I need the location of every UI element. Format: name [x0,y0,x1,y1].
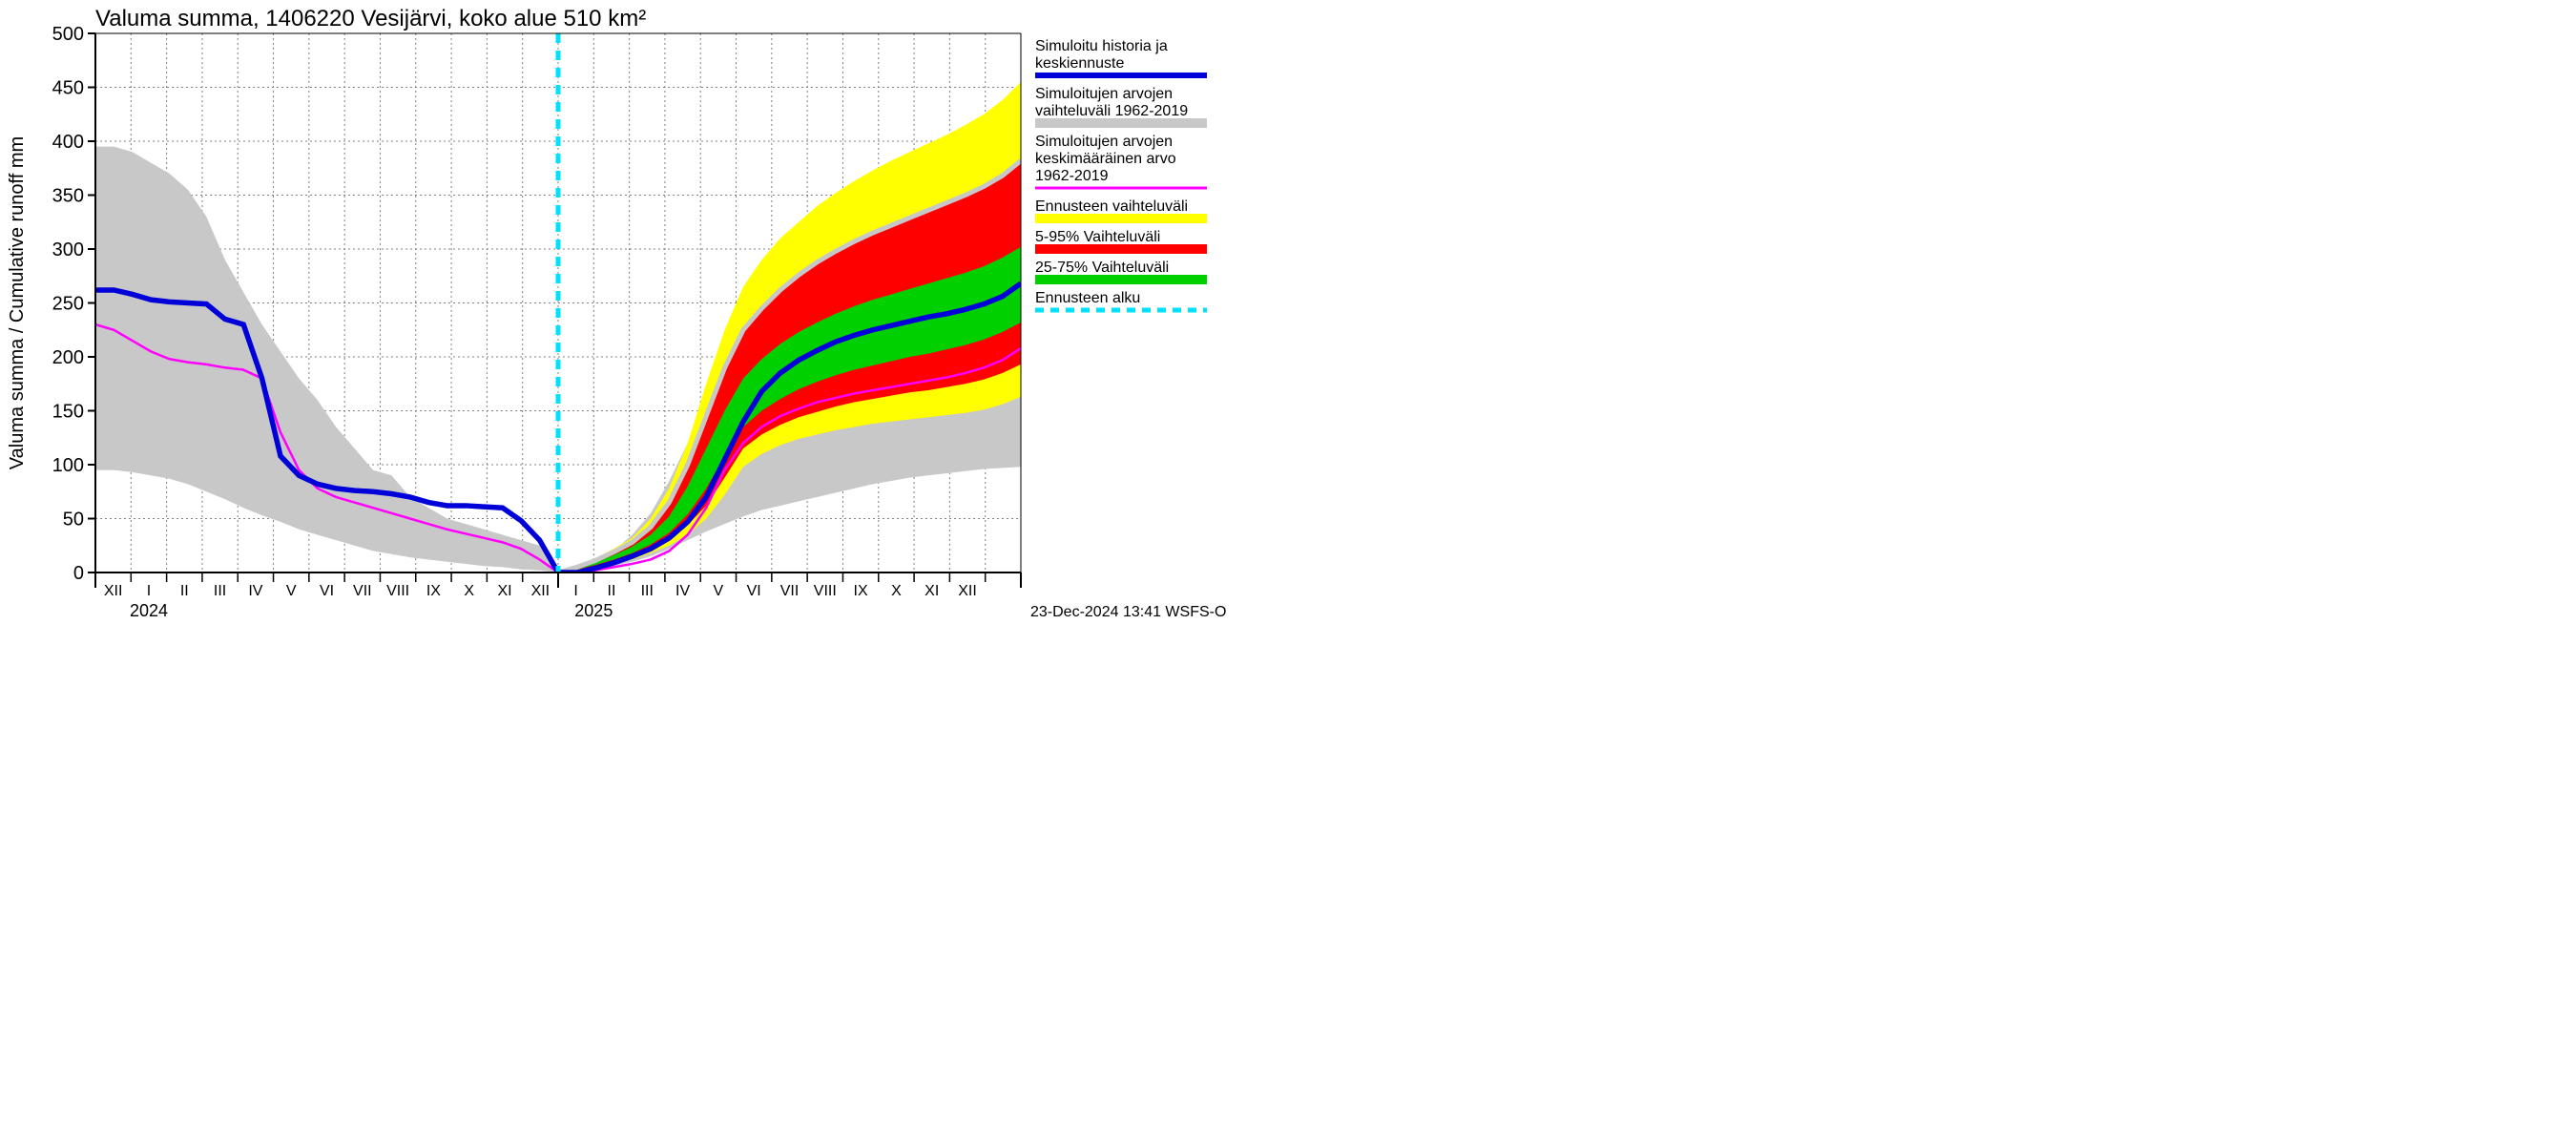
svg-text:1962-2019: 1962-2019 [1035,168,1109,184]
svg-text:V: V [714,583,724,599]
svg-text:II: II [180,583,189,599]
svg-text:Simuloitujen arvojen: Simuloitujen arvojen [1035,86,1173,102]
svg-text:400: 400 [52,132,84,153]
svg-text:XII: XII [958,583,977,599]
svg-text:I: I [573,583,577,599]
y-axis-label: Valuma summa / Cumulative runoff mm [7,136,28,469]
svg-text:500: 500 [52,24,84,45]
runoff-chart: 050100150200250300350400450500XIIIIIIIII… [0,0,1431,636]
svg-text:IX: IX [426,583,441,599]
svg-text:5-95% Vaihteluväli: 5-95% Vaihteluväli [1035,229,1160,245]
svg-text:III: III [641,583,654,599]
svg-text:VII: VII [780,583,800,599]
svg-text:VIII: VIII [386,583,409,599]
svg-text:50: 50 [63,510,84,531]
svg-text:Simuloitujen arvojen: Simuloitujen arvojen [1035,134,1173,150]
svg-text:Simuloitu historia ja: Simuloitu historia ja [1035,38,1168,54]
svg-text:IV: IV [675,583,690,599]
svg-text:X: X [891,583,902,599]
svg-text:vaihteluväli 1962-2019: vaihteluväli 1962-2019 [1035,103,1188,119]
svg-text:VII: VII [353,583,372,599]
svg-text:IV: IV [248,583,262,599]
svg-text:IX: IX [854,583,868,599]
svg-text:keskiennuste: keskiennuste [1035,55,1124,72]
chart-title: Valuma summa, 1406220 Vesijärvi, koko al… [95,6,646,31]
svg-text:II: II [608,583,616,599]
svg-text:X: X [464,583,474,599]
svg-text:I: I [147,583,151,599]
svg-text:XII: XII [531,583,551,599]
svg-text:VI: VI [747,583,761,599]
chart-footer: 23-Dec-2024 13:41 WSFS-O [1030,604,1226,620]
svg-text:350: 350 [52,186,84,207]
chart-container: 050100150200250300350400450500XIIIIIIIII… [0,0,1431,636]
svg-text:150: 150 [52,402,84,423]
svg-text:III: III [214,583,226,599]
svg-text:25-75% Vaihteluväli: 25-75% Vaihteluväli [1035,260,1169,276]
svg-text:VI: VI [320,583,334,599]
svg-text:V: V [286,583,297,599]
svg-text:VIII: VIII [814,583,837,599]
svg-text:keskimääräinen arvo: keskimääräinen arvo [1035,151,1176,167]
legend: Simuloitu historia jakeskiennuste Simuloi… [1035,38,1207,310]
svg-text:0: 0 [73,563,84,584]
svg-text:Ennusteen alku: Ennusteen alku [1035,290,1140,306]
svg-text:250: 250 [52,294,84,315]
svg-text:200: 200 [52,347,84,368]
svg-text:2025: 2025 [574,601,613,620]
svg-text:Ennusteen vaihteluväli: Ennusteen vaihteluväli [1035,198,1188,215]
svg-text:XII: XII [104,583,123,599]
svg-text:450: 450 [52,78,84,99]
svg-text:2024: 2024 [130,601,168,620]
svg-text:XI: XI [924,583,939,599]
svg-text:300: 300 [52,239,84,260]
svg-text:XI: XI [497,583,511,599]
svg-text:100: 100 [52,455,84,476]
